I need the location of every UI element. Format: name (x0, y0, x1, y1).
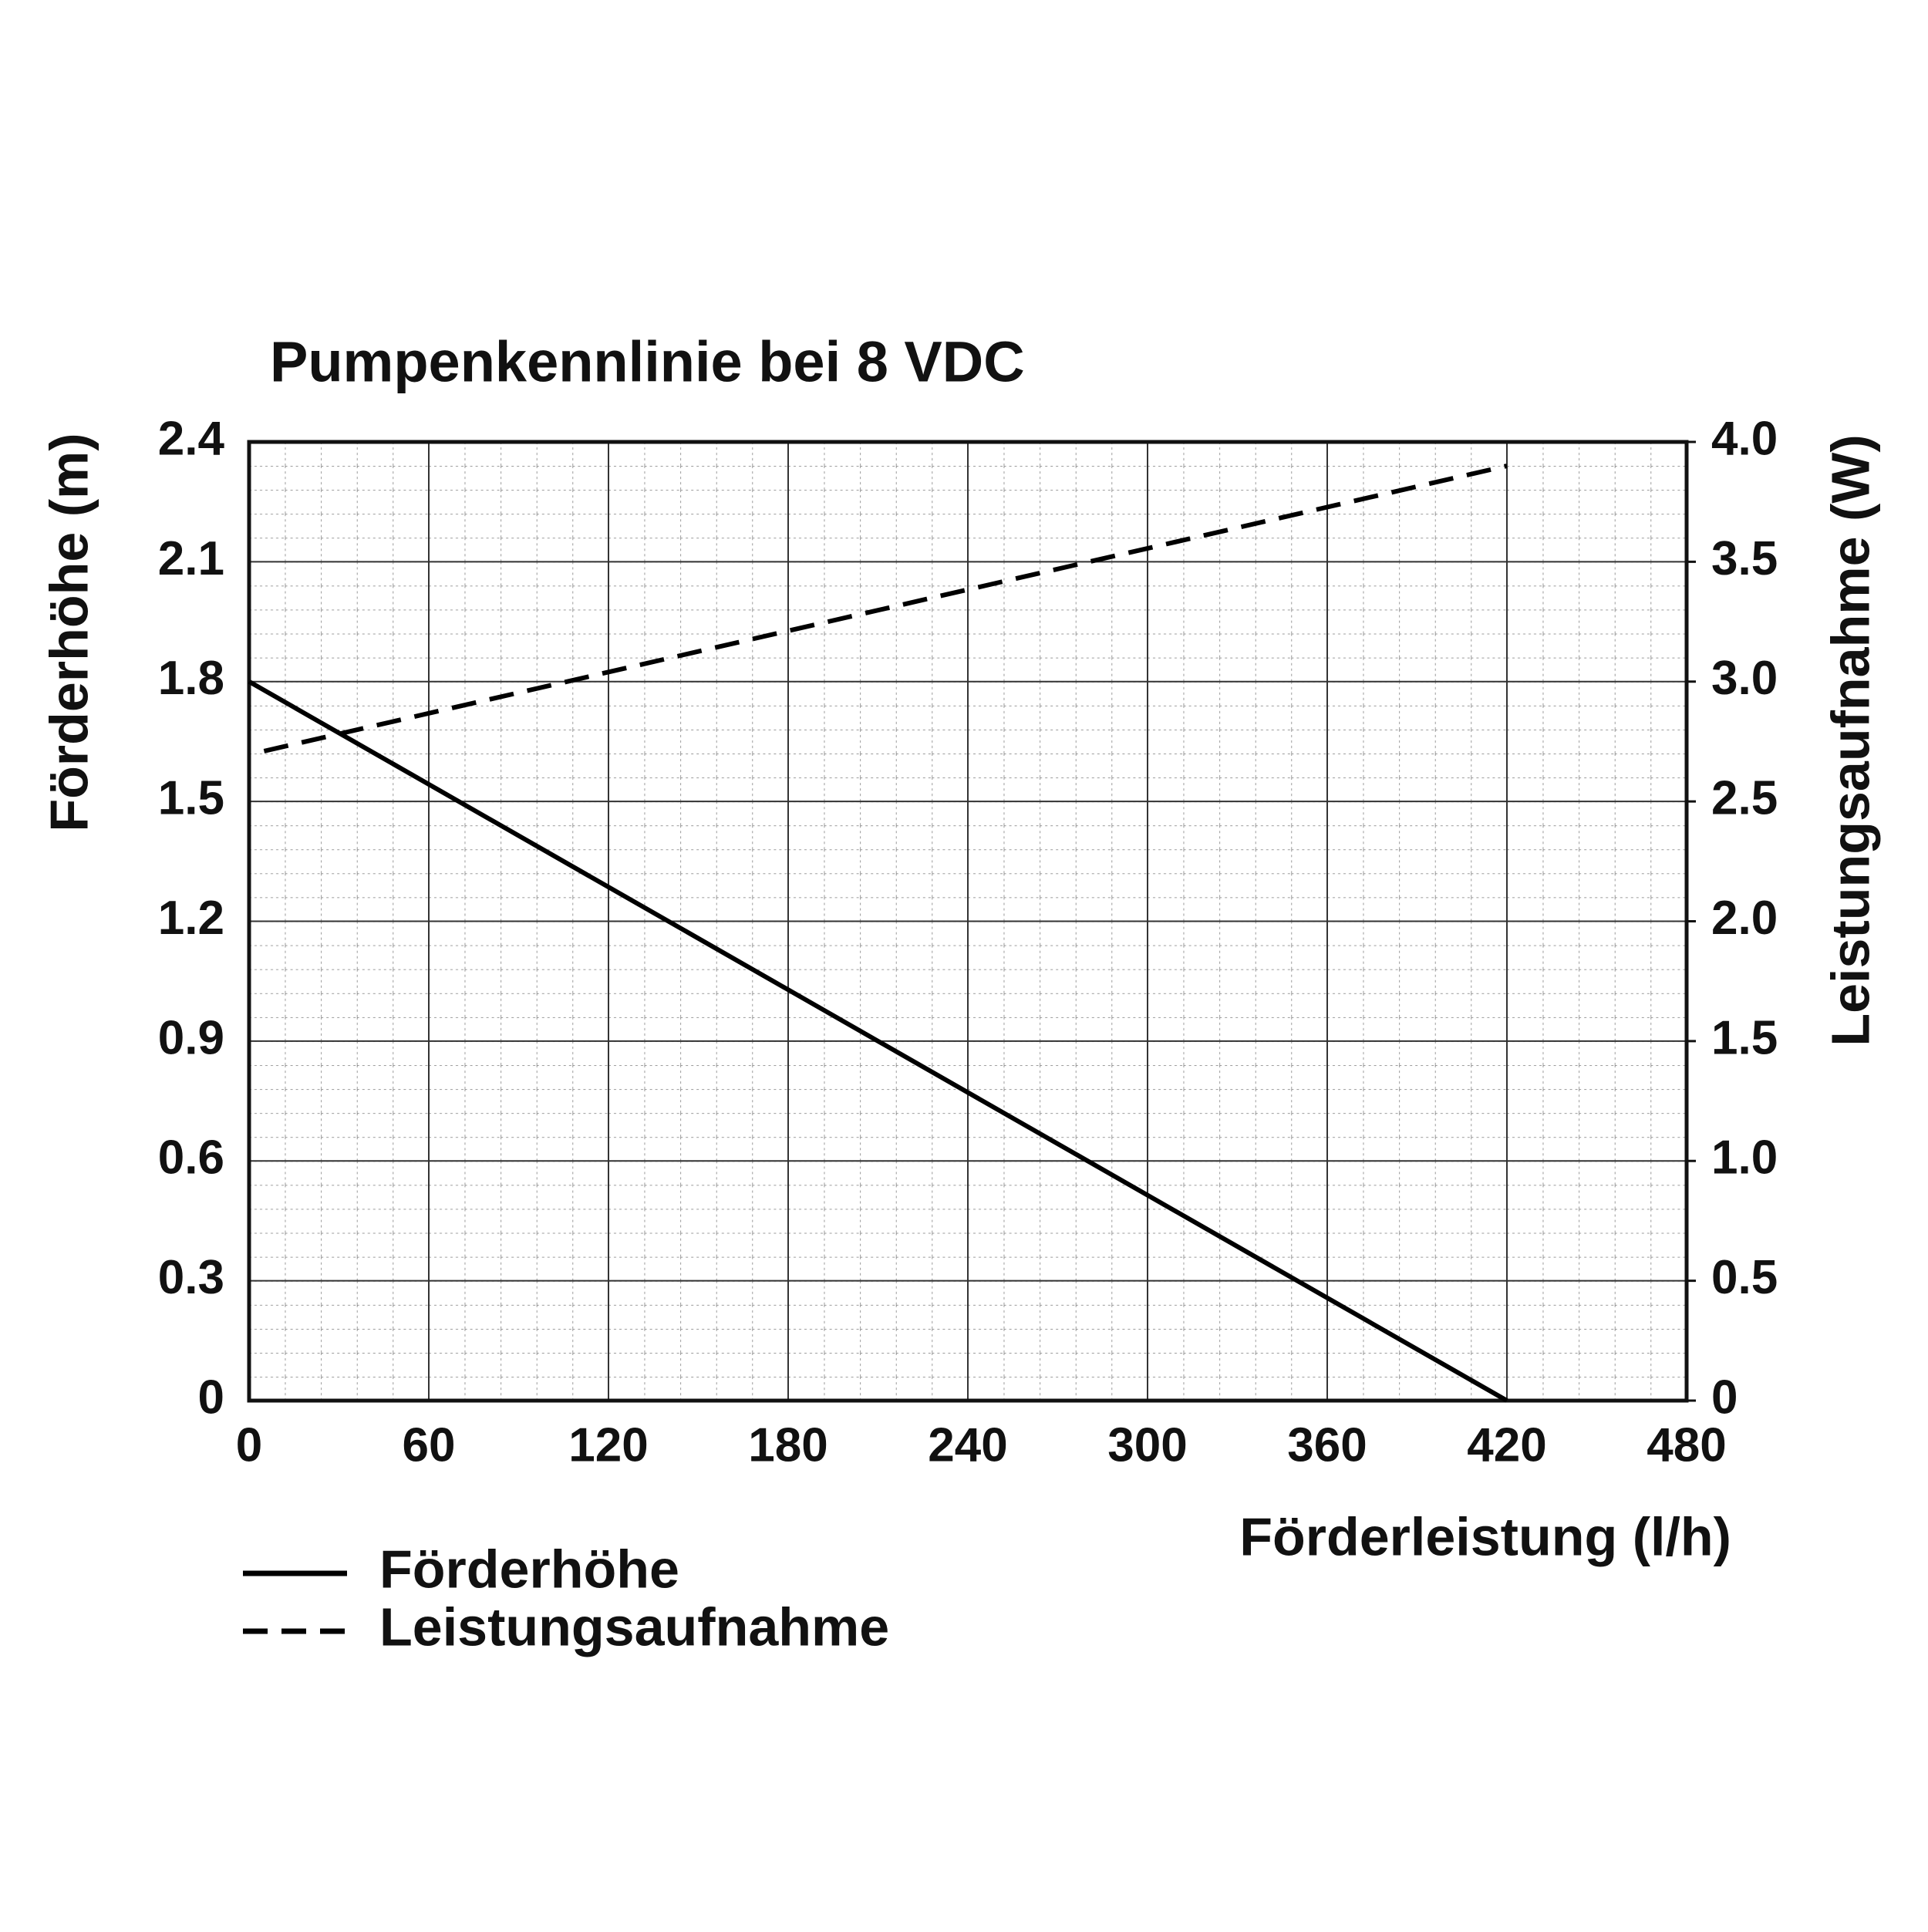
y2-tick-label: 3.0 (1711, 652, 1778, 705)
y-tick-label: 0.9 (158, 1011, 224, 1064)
x-tick-label: 60 (403, 1418, 456, 1472)
y-tick-label: 1.2 (158, 892, 224, 945)
y2-tick-label: 4.0 (1711, 412, 1778, 465)
x-tick-label: 240 (928, 1418, 1007, 1472)
y-tick-label: 2.4 (158, 412, 225, 465)
y-tick-label: 0.3 (158, 1251, 224, 1304)
y2-tick-label: 2.5 (1711, 772, 1778, 825)
x-tick-label: 120 (568, 1418, 648, 1472)
x-tick-label: 0 (236, 1418, 262, 1472)
x-tick-label: 300 (1107, 1418, 1187, 1472)
y2-axis-title: Leistungsaufnahme (W) (1820, 434, 1880, 1046)
y-tick-label: 2.1 (158, 532, 224, 585)
y2-tick-label: 1.0 (1711, 1131, 1778, 1185)
y2-tick-label: 1.5 (1711, 1011, 1778, 1064)
y-tick-label: 0 (198, 1371, 224, 1424)
y2-tick-label: 2.0 (1711, 892, 1778, 945)
chart-title: Pumpenkennlinie bei 8 VDC (270, 330, 1025, 394)
x-tick-label: 480 (1647, 1418, 1726, 1472)
series-line (263, 464, 1508, 754)
x-tick-label: 180 (748, 1418, 827, 1472)
y2-tick-label: 3.5 (1711, 532, 1778, 585)
x-axis-title: Förderleistung (l/h) (1239, 1506, 1731, 1566)
legend-label: Förderhöhe (379, 1539, 679, 1599)
y-tick-label: 1.8 (158, 652, 224, 705)
y-tick-label: 0.6 (158, 1131, 224, 1185)
x-tick-label: 360 (1287, 1418, 1367, 1472)
plot-frame (247, 440, 1689, 1403)
legend-label: Leistungsaufnahme (379, 1597, 889, 1657)
series-line (248, 679, 1508, 1403)
y2-tick-label: 0.5 (1711, 1251, 1778, 1304)
y-tick-label: 1.5 (158, 772, 224, 825)
y-axis-title: Förderhöhe (m) (39, 433, 99, 831)
y2-tick-label: 0 (1711, 1371, 1738, 1424)
x-tick-label: 420 (1467, 1418, 1546, 1472)
